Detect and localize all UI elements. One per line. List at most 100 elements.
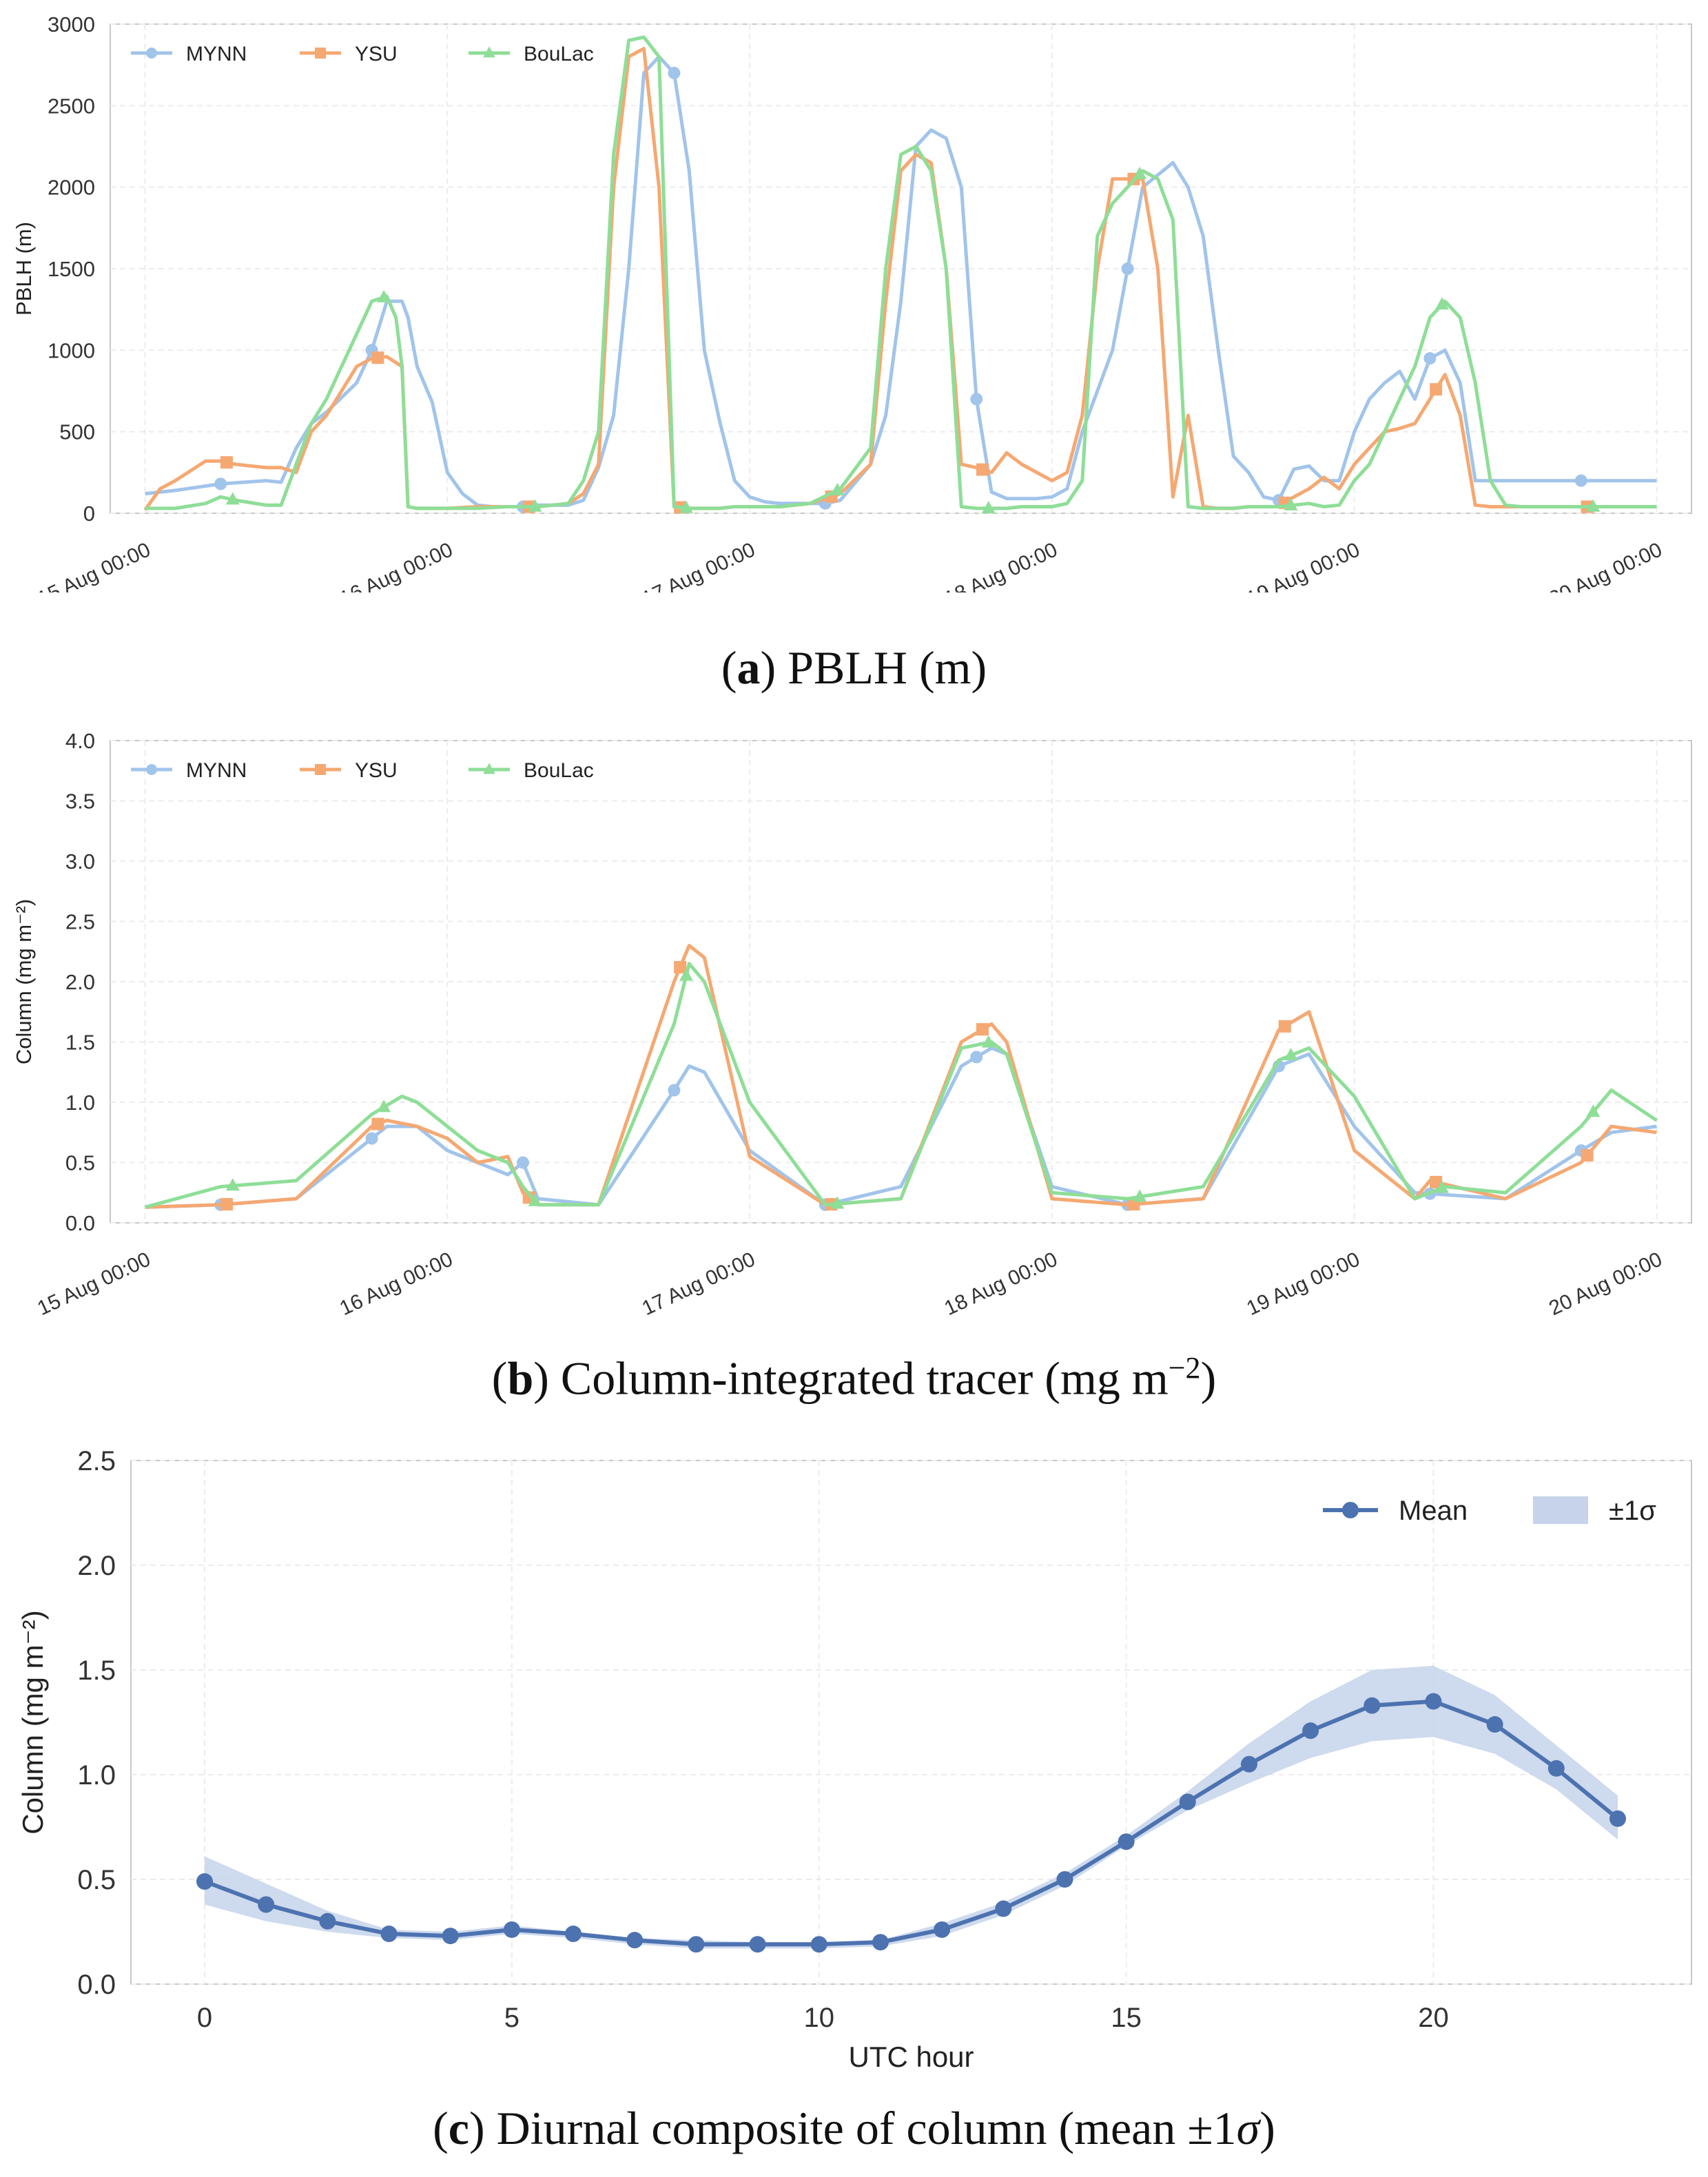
data-point-boulac: [1133, 1189, 1147, 1202]
data-point-ysu: [976, 1023, 989, 1036]
series-line-mynn: [145, 1046, 1657, 1209]
x-tick-label: 15 Aug 00:00: [34, 538, 154, 592]
data-point-ysu: [1430, 383, 1443, 396]
data-point-boulac: [1435, 297, 1449, 310]
data-point-ysu: [371, 1117, 384, 1131]
x-tick-label: 5: [504, 2003, 519, 2033]
y-tick-label: 3.5: [65, 790, 95, 814]
pblh-chart: 0 500 1000 1500 2000 2500 3000 15 Aug 00:00 16 A…: [12, 12, 1692, 592]
data-point-boulac: [225, 1178, 240, 1191]
x-tick-label: 0: [197, 2003, 212, 2033]
y-tick-label: 0.5: [77, 1865, 116, 1895]
mean-point: [565, 1926, 582, 1943]
data-point-ysu: [976, 463, 989, 476]
data-point-boulac: [1586, 1104, 1601, 1117]
x-tick-label: 10: [803, 2003, 834, 2033]
legend-marker-mynn: [146, 48, 157, 59]
y-tick-label: 2500: [48, 94, 95, 118]
data-point-boulac: [1284, 1047, 1298, 1060]
x-tick-label: 16 Aug 00:00: [336, 1248, 456, 1320]
mean-point: [1302, 1722, 1319, 1740]
legend-label-mynn: MYNN: [186, 43, 247, 65]
mean-point: [934, 1921, 951, 1938]
y-tick-label: 1000: [48, 338, 95, 362]
legend-band-label: ±1σ: [1609, 1496, 1656, 1526]
y-tick-label: 1.5: [65, 1031, 95, 1055]
legend-label-mynn: MYNN: [186, 759, 247, 782]
y-tick-label: 3.0: [65, 849, 95, 874]
data-point-mynn: [365, 1132, 378, 1145]
mean-point: [1179, 1793, 1196, 1810]
legend-marker-boulac: [483, 46, 495, 58]
caption-a: (a) PBLH (m): [721, 641, 987, 694]
y-tick-label: 2.5: [65, 910, 95, 934]
data-point-boulac: [1435, 1180, 1449, 1193]
legend-marker-mynn: [146, 764, 157, 775]
data-point-boulac: [981, 1035, 996, 1048]
mean-point: [1609, 1810, 1626, 1827]
y-axis-label: Column (mg m⁻²): [17, 1610, 49, 1835]
diurnal-composite-chart: 0.0 0.5 1.0 1.5 2.0 2.5 0 5 10 15 20 UTC hour Column…: [17, 1446, 1692, 2073]
y-tick-label: 3000: [48, 12, 95, 37]
caption-b: (b) Column-integrated tracer (mg m−2): [491, 1351, 1217, 1405]
mean-point: [1425, 1693, 1442, 1710]
series-line-ysu: [143, 47, 1657, 511]
y-tick-label: 2000: [48, 176, 95, 200]
mean-point: [688, 1936, 705, 1953]
x-tick-label: 17 Aug 00:00: [639, 1248, 759, 1320]
legend-marker-boulac: [483, 763, 495, 774]
legend-marker-ysu: [315, 764, 326, 775]
mean-point: [319, 1912, 336, 1930]
data-point-mynn: [1574, 474, 1587, 487]
mean-point: [1486, 1716, 1503, 1733]
x-tick-label: 19 Aug 00:00: [1243, 538, 1363, 592]
mean-point: [1547, 1760, 1565, 1777]
x-tick-label: 16 Aug 00:00: [336, 538, 456, 592]
series-line-boulac: [145, 35, 1657, 510]
series-line-mynn: [145, 54, 1657, 508]
legend-label-ysu: YSU: [355, 43, 398, 65]
data-point-mynn: [516, 1156, 529, 1169]
mean-point: [872, 1934, 889, 1951]
mean-point: [258, 1896, 275, 1913]
mean-point: [1056, 1871, 1073, 1888]
data-point-boulac: [377, 1100, 391, 1113]
mean-line: [203, 1699, 1619, 1947]
legend-label-boulac: BouLac: [524, 43, 594, 65]
legend-mean-marker: [1342, 1502, 1359, 1518]
data-point-ysu: [674, 961, 687, 973]
data-point-ysu: [1430, 1175, 1443, 1188]
y-tick-label: 1.0: [65, 1091, 95, 1115]
mean-point: [503, 1921, 520, 1938]
data-point-ysu: [220, 456, 233, 469]
data-point-ysu: [371, 351, 384, 364]
legend-band-swatch: [1533, 1496, 1588, 1524]
data-point-mynn: [668, 1084, 681, 1097]
x-tick-label: 15 Aug 00:00: [34, 1248, 154, 1320]
data-point-boulac: [377, 289, 391, 302]
y-tick-label: 0: [83, 502, 95, 526]
data-point-mynn: [1423, 352, 1437, 365]
x-tick-label: 20 Aug 00:00: [1545, 538, 1665, 592]
y-tick-label: 500: [59, 420, 95, 444]
panel-c: 0.0 0.5 1.0 1.5 2.0 2.5 0 5 10 15 20 UTC hour Column…: [0, 1433, 1708, 2081]
data-point-mynn: [970, 393, 983, 406]
column-tracer-chart: 0.0 0.5 1.0 1.5 2.0 2.5 3.0 3.5 4.0 15 Aug 00:00 1…: [12, 729, 1692, 1320]
y-axis-label: Column (mg m⁻²): [12, 899, 36, 1064]
data-point-boulac: [528, 499, 542, 512]
x-tick-label: 20 Aug 00:00: [1545, 1248, 1665, 1320]
x-tick-label: 20: [1418, 2003, 1449, 2033]
data-point-boulac: [830, 482, 845, 495]
y-tick-label: 2.5: [77, 1446, 116, 1476]
mean-point: [810, 1936, 827, 1953]
data-point-boulac: [225, 492, 240, 505]
mean-point: [995, 1900, 1012, 1917]
legend-mean-label: Mean: [1399, 1496, 1468, 1526]
caption-c: (c) Diurnal composite of column (mean ±1…: [433, 2102, 1275, 2154]
legend-label-ysu: YSU: [355, 759, 398, 782]
mean-point: [380, 1926, 398, 1943]
mean-point: [1240, 1755, 1257, 1773]
y-tick-label: 2.0: [77, 1551, 116, 1581]
series-line-boulac: [144, 962, 1658, 1209]
mean-point: [196, 1873, 214, 1890]
